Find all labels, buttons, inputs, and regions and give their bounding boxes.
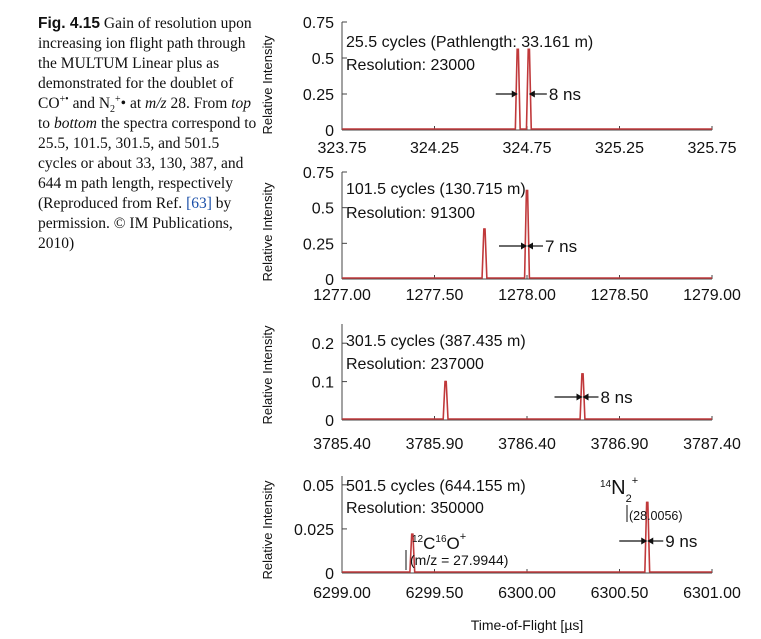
y-axis-label: Relative Intensity (260, 35, 275, 134)
arrowhead-right (528, 90, 535, 98)
gap-label: 8 ns (601, 388, 633, 407)
arrowhead-right (527, 242, 533, 250)
cycles-annotation: 301.5 cycles (387.435 m) (346, 333, 526, 350)
spectrum-trace (342, 373, 712, 420)
figure-caption: Fig. 4.15 Gain of resolution upon increa… (38, 14, 260, 254)
x-tick-label: 1278.50 (591, 287, 649, 304)
x-tick-label: 1277.50 (406, 287, 464, 304)
spectrum-peak (528, 48, 530, 51)
x-tick-label: 325.75 (688, 140, 737, 157)
x-tick-label: 6299.00 (313, 585, 371, 602)
co-mz-label: (m/z = 27.9944) (410, 552, 508, 568)
y-tick-label: 0.5 (312, 201, 334, 218)
x-tick-label: 3786.40 (498, 436, 556, 453)
caption-top: top (231, 95, 251, 112)
y-axis-label: Relative Intensity (260, 325, 275, 424)
spectrum-trace (342, 501, 712, 573)
y-tick-label: 0.5 (312, 51, 334, 68)
x-axis-label: Time-of-Flight [µs] (471, 617, 584, 633)
arrowhead-right (582, 393, 589, 401)
caption-text: Gain of resolution upon increasing ion f… (38, 15, 252, 112)
y-axis-label: Relative Intensity (260, 182, 275, 281)
resolution-annotation: Resolution: 91300 (346, 205, 475, 222)
y-tick-label: 0.75 (303, 165, 334, 182)
cycles-annotation: 101.5 cycles (130.715 m) (346, 181, 526, 198)
y-tick-label: 0 (325, 272, 334, 289)
spectrum-peak (516, 48, 519, 51)
caption-sub: 2 (110, 104, 116, 116)
y-tick-label: 0.75 (303, 15, 334, 32)
x-tick-label: 3786.90 (591, 436, 649, 453)
caption-text: the spectra correspond to 25.5, 101.5, 3… (38, 115, 257, 212)
gap-label: 9 ns (665, 532, 697, 551)
y-tick-label: 0 (325, 123, 334, 140)
y-tick-label: 0 (325, 413, 334, 430)
spectrum-peak (483, 228, 486, 230)
x-tick-label: 6300.50 (591, 585, 649, 602)
y-tick-label: 0.1 (312, 375, 334, 392)
caption-text: 28. From (166, 95, 232, 112)
y-tick-label: 0.25 (303, 87, 334, 104)
x-tick-label: 325.25 (595, 140, 644, 157)
caption-sup: +• (59, 93, 69, 105)
x-tick-label: 323.75 (318, 140, 367, 157)
x-tick-label: 1279.00 (683, 287, 741, 304)
spectrum-peak (444, 380, 447, 383)
x-tick-label: 6301.00 (683, 585, 741, 602)
arrowhead-right (647, 537, 654, 545)
spectrum-peak (526, 189, 528, 192)
y-tick-label: 0.2 (312, 336, 334, 353)
x-tick-label: 324.75 (503, 140, 552, 157)
arrowhead-left (511, 90, 518, 98)
arrowhead-left (521, 242, 527, 250)
x-tick-label: 6299.50 (406, 585, 464, 602)
caption-bottom: bottom (53, 115, 97, 132)
spectrum-peak (411, 533, 414, 535)
gap-label: 7 ns (545, 237, 577, 256)
caption-text: • at (120, 95, 146, 112)
caption-text: to (38, 115, 54, 132)
cycles-annotation: 25.5 cycles (Pathlength: 33.161 m) (346, 34, 593, 51)
y-tick-label: 0.25 (303, 236, 334, 253)
cycles-annotation: 501.5 cycles (644.155 m) (346, 478, 526, 495)
resolution-annotation: Resolution: 23000 (346, 57, 475, 74)
arrowhead-left (641, 537, 648, 545)
caption-text: by permission. © IM Publications, 2010) (38, 195, 233, 252)
x-tick-label: 1278.00 (498, 287, 556, 304)
n2-mz-label: (28.0056) (629, 509, 683, 523)
resolution-annotation: Resolution: 350000 (346, 500, 484, 517)
y-tick-label: 0.025 (294, 522, 334, 539)
y-tick-label: 0.05 (303, 478, 334, 495)
x-tick-label: 6300.00 (498, 585, 556, 602)
x-tick-label: 324.25 (410, 140, 459, 157)
n2-ion-label: 14N2+ (600, 475, 638, 505)
x-tick-label: 3785.90 (406, 436, 464, 453)
x-tick-label: 3785.40 (313, 436, 371, 453)
spectrum-trace (342, 189, 712, 279)
resolution-annotation: Resolution: 237000 (346, 356, 484, 373)
x-tick-label: 3787.40 (683, 436, 741, 453)
y-tick-label: 0 (325, 566, 334, 583)
spectrum-peak (581, 373, 584, 375)
co-ion-label: 12C16O+ (412, 531, 466, 553)
spectrum-peak (646, 501, 649, 504)
x-tick-label: 1277.00 (313, 287, 371, 304)
arrowhead-left (576, 393, 583, 401)
reference-link[interactable]: [63] (186, 195, 212, 212)
gap-label: 8 ns (549, 85, 581, 104)
caption-sup: + (115, 93, 121, 105)
spectrum-trace (342, 48, 712, 130)
y-axis-label: Relative Intensity (260, 480, 275, 579)
figure-label: Fig. 4.15 (38, 15, 101, 32)
caption-mz: m/z (145, 95, 167, 112)
caption-text: and N (68, 95, 111, 112)
